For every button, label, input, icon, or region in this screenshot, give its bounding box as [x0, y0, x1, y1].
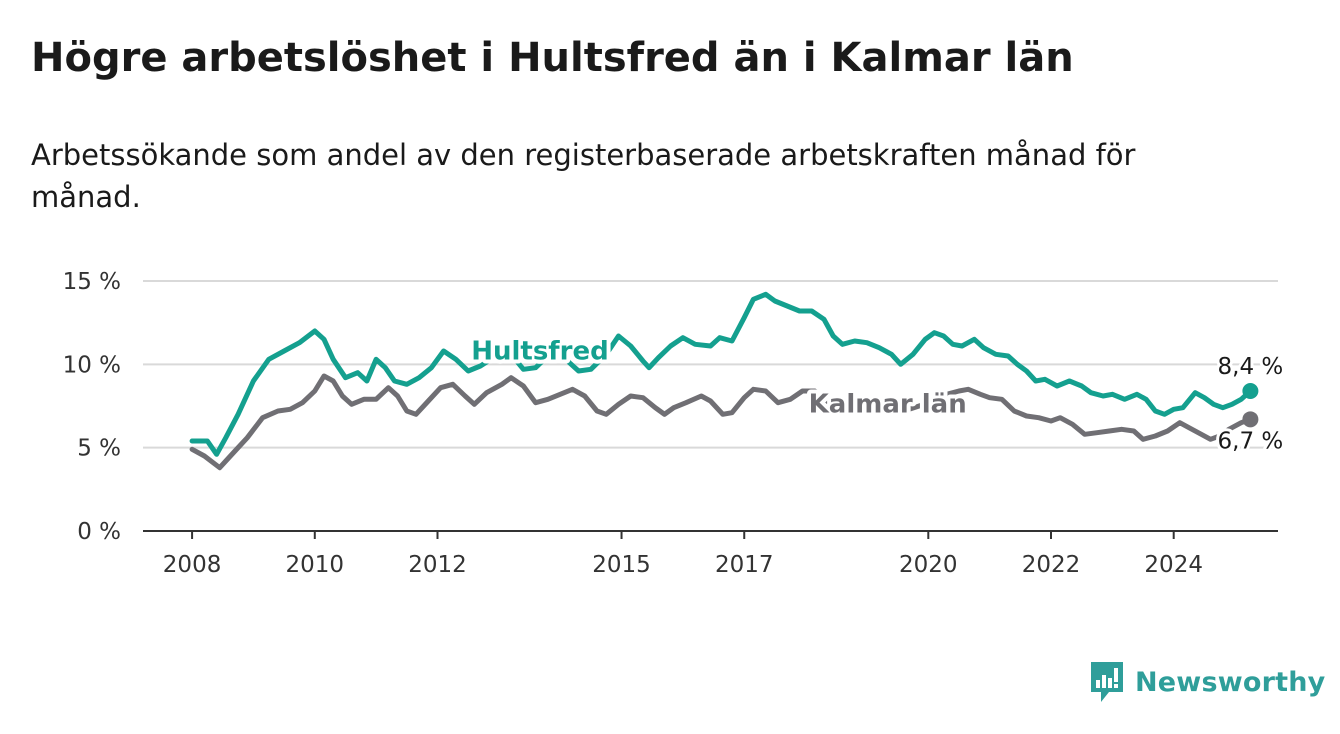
x-tick-label: 2012	[408, 552, 467, 578]
series-line-hultsfred	[189, 291, 1253, 457]
x-tick-label: 2022	[1022, 552, 1081, 578]
series-labels: Hultsfred Kalmar län 8,4 % 6,7 %	[467, 332, 1286, 457]
series-end-value-label: 6,7 %	[1218, 428, 1284, 454]
series-end-marker	[1242, 411, 1259, 428]
y-tick-label: 5 %	[77, 436, 121, 462]
x-axis: 2008 2010 2012 2015 2017 2020 2022 2024	[143, 530, 1278, 578]
chart-subtitle: Arbetssökande som andel av den registerb…	[31, 138, 1136, 214]
series-end-value-label: 8,4 %	[1218, 354, 1284, 380]
series-end-marker	[1242, 383, 1259, 399]
y-tick-label: 10 %	[63, 352, 121, 378]
newsworthy-logo-icon	[1091, 662, 1123, 702]
y-tick-label: 0 %	[77, 519, 121, 545]
x-tick-label: 2010	[286, 552, 345, 578]
chart-title: Högre arbetslöshet i Hultsfred än i Kalm…	[31, 35, 1074, 81]
y-axis: 0 % 5 % 10 % 15 %	[63, 269, 121, 545]
x-tick-label: 2017	[715, 552, 774, 578]
x-tick-label: 2008	[163, 552, 222, 578]
series-line-kalmar-län	[189, 373, 1253, 471]
y-tick-label: 15 %	[63, 269, 121, 295]
series-name-label: Kalmar län	[809, 390, 967, 420]
x-tick-label: 2015	[592, 552, 651, 578]
gridlines	[143, 280, 1278, 449]
newsworthy-brand: Newsworthy	[1089, 660, 1325, 704]
series-lines	[189, 291, 1259, 471]
brand-name: Newsworthy	[1135, 666, 1326, 698]
x-tick-label: 2024	[1144, 552, 1203, 578]
x-tick-label: 2020	[899, 552, 958, 578]
series-name-label: Hultsfred	[471, 336, 608, 366]
